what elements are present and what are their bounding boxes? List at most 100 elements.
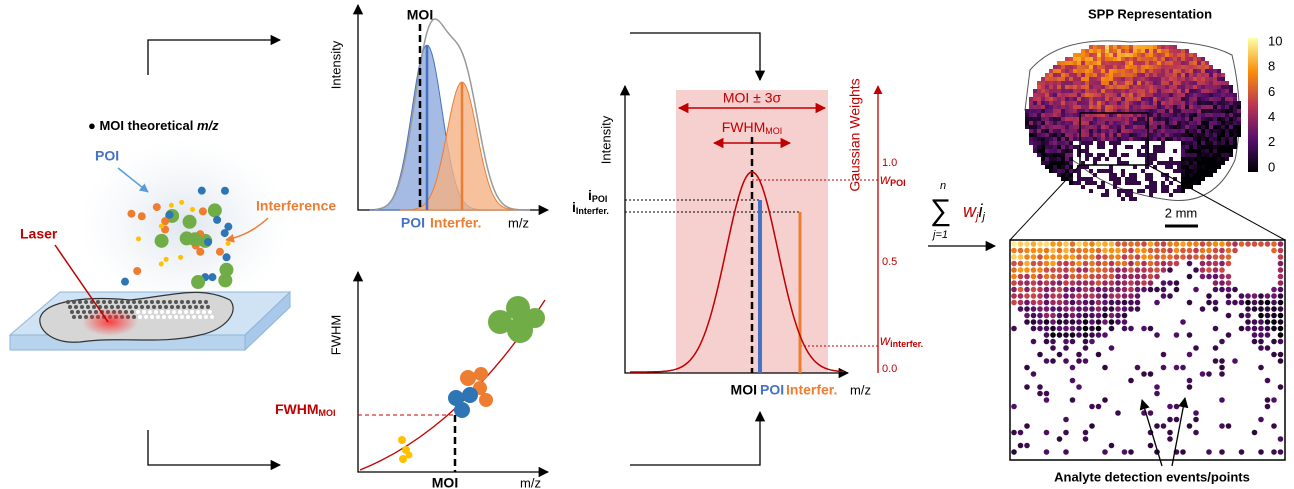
- pixel: [1201, 113, 1205, 117]
- pixel: [1053, 105, 1057, 109]
- pixel: [1149, 129, 1153, 133]
- pixel: [1024, 423, 1030, 429]
- pixel: [1161, 113, 1165, 117]
- pixel: [1109, 287, 1115, 293]
- pixel: [1089, 69, 1093, 73]
- raster-spot: [152, 305, 156, 309]
- ion: [213, 216, 221, 224]
- note-italic: m/z: [197, 118, 219, 133]
- pixel: [1101, 77, 1105, 81]
- pixel: [1129, 77, 1133, 81]
- pixel: [1206, 248, 1212, 254]
- pixel: [1097, 101, 1101, 105]
- pixel: [1109, 300, 1115, 306]
- pixel: [1165, 129, 1169, 133]
- pixel: [1258, 365, 1264, 371]
- pixel: [1085, 157, 1089, 161]
- pixel: [1109, 101, 1113, 105]
- pixel: [1122, 274, 1128, 280]
- pixel: [1181, 89, 1185, 93]
- pixel: [1115, 410, 1121, 416]
- pixel: [1085, 137, 1089, 141]
- pixel: [1185, 121, 1189, 125]
- pixel: [1044, 300, 1050, 306]
- pixel: [1050, 280, 1056, 286]
- pixel: [1070, 306, 1076, 312]
- pixel: [1045, 165, 1049, 169]
- pixel: [1217, 125, 1221, 129]
- pixel: [1226, 332, 1232, 338]
- pixel: [1109, 53, 1113, 57]
- pixel: [1217, 141, 1221, 145]
- pixel: [1045, 113, 1049, 117]
- pixel: [1083, 332, 1089, 338]
- pixel: [1033, 93, 1037, 97]
- pixel: [1083, 248, 1089, 254]
- pixel: [1225, 157, 1229, 161]
- pixel: [1081, 69, 1085, 73]
- pixel: [1105, 129, 1109, 133]
- pixel: [1109, 61, 1113, 65]
- pixel: [1189, 105, 1193, 109]
- pixel: [1024, 274, 1030, 280]
- pixel: [1121, 57, 1125, 61]
- pixel: [1065, 93, 1069, 97]
- raster-spot: [194, 305, 198, 309]
- pixel: [1061, 93, 1065, 97]
- pixel: [1233, 125, 1237, 129]
- pixel: [1252, 300, 1258, 306]
- pixel: [1085, 97, 1089, 101]
- pixel: [1089, 339, 1095, 345]
- pixel: [1070, 332, 1076, 338]
- pixel: [1217, 129, 1221, 133]
- raster-spot: [68, 305, 72, 309]
- pixel: [1193, 287, 1199, 293]
- pixel: [1169, 129, 1173, 133]
- pixel: [1031, 371, 1037, 377]
- pixel: [1161, 105, 1165, 109]
- pixel: [1271, 449, 1277, 455]
- pixel: [1089, 169, 1093, 173]
- pixel: [1063, 345, 1069, 351]
- pixel: [1181, 145, 1185, 149]
- raster-spot: [192, 315, 196, 319]
- raster-spot: [156, 300, 160, 304]
- pixel: [1129, 57, 1133, 61]
- pixel: [1209, 133, 1213, 137]
- pixel: [1213, 105, 1217, 109]
- colorbar-tick: 0: [1268, 159, 1275, 174]
- pixel: [1057, 293, 1063, 299]
- pixel: [1041, 133, 1045, 137]
- raster-spot: [168, 300, 172, 304]
- raster-spot: [150, 300, 154, 304]
- pixel: [1239, 449, 1245, 455]
- pixel: [1153, 153, 1157, 157]
- pixel: [1077, 173, 1081, 177]
- pixel: [1167, 241, 1173, 247]
- pixel: [1225, 145, 1229, 149]
- pixel: [1089, 332, 1095, 338]
- pixel: [1165, 113, 1169, 117]
- pixel: [1018, 293, 1024, 299]
- pixel: [1209, 109, 1213, 113]
- pixel: [1113, 85, 1117, 89]
- pixel: [1057, 137, 1061, 141]
- pixel: [1173, 97, 1177, 101]
- pixel: [1193, 417, 1199, 423]
- pixel: [1161, 161, 1165, 165]
- pixel: [1221, 161, 1225, 165]
- pixel: [1037, 109, 1041, 113]
- pixel: [1169, 117, 1173, 121]
- colorbar-tick: 2: [1268, 134, 1275, 149]
- pixel: [1221, 133, 1225, 137]
- label-sub: Interfer.: [576, 206, 609, 216]
- pixel: [1109, 248, 1115, 254]
- pixel: [1165, 89, 1169, 93]
- pixel: [1149, 189, 1153, 193]
- pixel: [1149, 73, 1153, 77]
- pixel: [1096, 306, 1102, 312]
- pixel: [1033, 121, 1037, 125]
- pixel: [1105, 93, 1109, 97]
- pixel: [1149, 49, 1153, 53]
- pixel: [1025, 117, 1029, 121]
